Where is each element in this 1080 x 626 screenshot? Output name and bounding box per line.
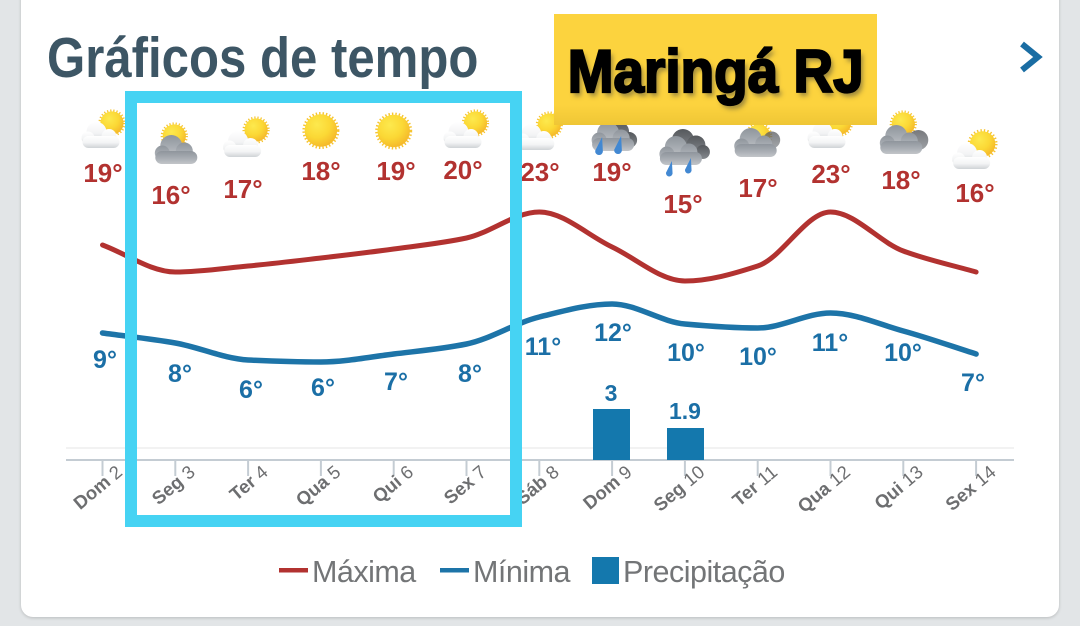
svg-text:11°: 11° bbox=[525, 333, 561, 361]
svg-text:11°: 11° bbox=[812, 329, 848, 357]
svg-text:8°: 8° bbox=[168, 360, 192, 388]
svg-text:17°: 17° bbox=[738, 173, 777, 203]
svg-text:1.9: 1.9 bbox=[669, 398, 701, 424]
svg-text:7°: 7° bbox=[961, 369, 985, 397]
svg-text:16°: 16° bbox=[955, 178, 994, 208]
svg-text:10°: 10° bbox=[884, 339, 922, 367]
svg-text:15°: 15° bbox=[663, 189, 702, 219]
svg-text:Máxima: Máxima bbox=[312, 555, 416, 589]
svg-text:12°: 12° bbox=[594, 319, 632, 347]
svg-text:Mínima: Mínima bbox=[473, 555, 571, 589]
svg-text:18°: 18° bbox=[881, 165, 920, 195]
svg-text:17°: 17° bbox=[223, 174, 262, 204]
svg-text:16°: 16° bbox=[151, 180, 190, 210]
svg-text:10°: 10° bbox=[739, 343, 777, 371]
svg-text:Precipitação: Precipitação bbox=[623, 555, 785, 589]
svg-text:Qui 13: Qui 13 bbox=[870, 461, 927, 513]
svg-text:Dom 2: Dom 2 bbox=[69, 461, 126, 513]
svg-text:Ter 11: Ter 11 bbox=[728, 461, 781, 510]
svg-text:Qua 12: Qua 12 bbox=[793, 461, 854, 517]
svg-text:6°: 6° bbox=[239, 376, 263, 404]
svg-text:23°: 23° bbox=[520, 157, 559, 187]
svg-text:18°: 18° bbox=[301, 156, 340, 186]
svg-text:19°: 19° bbox=[83, 158, 122, 188]
svg-text:3: 3 bbox=[605, 380, 618, 406]
svg-text:23°: 23° bbox=[811, 159, 850, 189]
svg-text:Dom 9: Dom 9 bbox=[579, 461, 636, 513]
svg-text:19°: 19° bbox=[376, 156, 415, 186]
svg-text:Seg 10: Seg 10 bbox=[649, 461, 708, 515]
svg-text:9°: 9° bbox=[93, 346, 117, 374]
svg-text:Sex 14: Sex 14 bbox=[941, 461, 999, 515]
svg-text:8°: 8° bbox=[458, 360, 482, 388]
svg-text:20°: 20° bbox=[443, 155, 482, 185]
svg-text:10°: 10° bbox=[667, 339, 705, 367]
svg-text:6°: 6° bbox=[311, 374, 335, 402]
svg-text:7°: 7° bbox=[384, 368, 408, 396]
svg-text:19°: 19° bbox=[592, 157, 631, 187]
